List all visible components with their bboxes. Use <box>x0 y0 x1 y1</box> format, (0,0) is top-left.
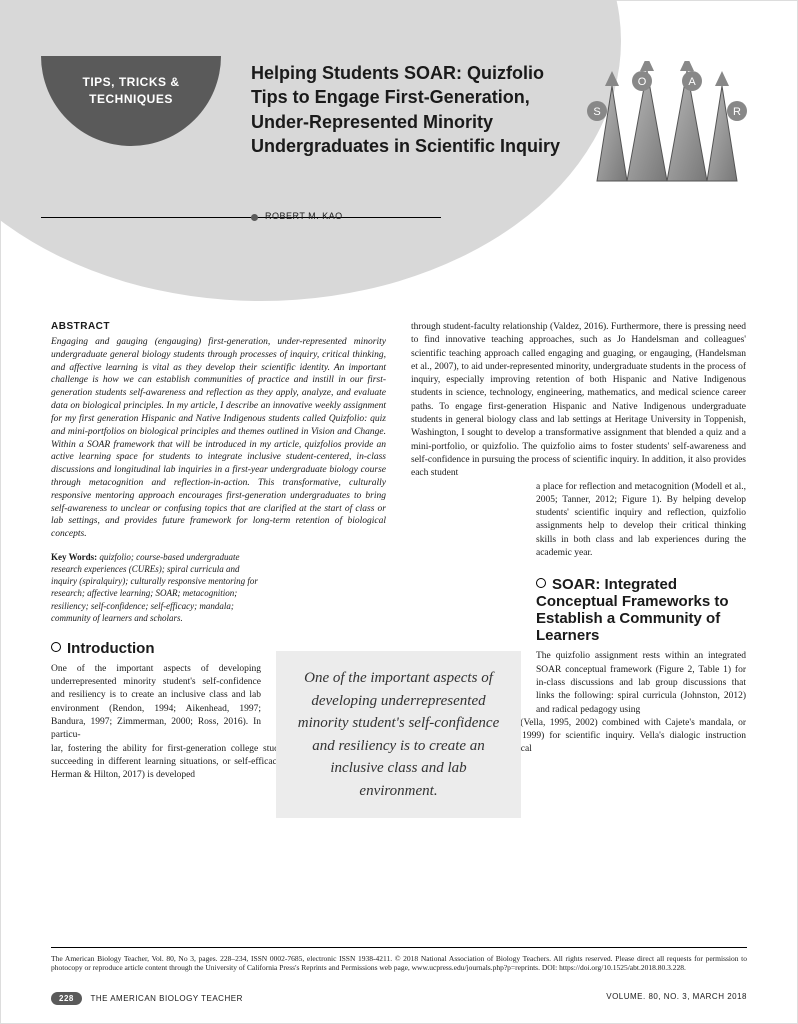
heading-circle-icon <box>536 578 546 588</box>
footer-bottom: 228 THE AMERICAN BIOLOGY TEACHER VOLUME.… <box>51 992 747 1005</box>
header-region: TIPS, TRICKS & TECHNIQUES Helping Studen… <box>1 1 797 281</box>
introduction-heading: Introduction <box>51 640 261 657</box>
right-p2-narrow: The quizfolio assignment rests within an… <box>536 650 746 716</box>
keywords-label: Key Words: <box>51 552 97 562</box>
soar-crown-graphic: S O A R <box>577 61 757 201</box>
soar-letter-o: O <box>638 76 647 88</box>
soar-heading: SOAR: Integrated Conceptual Frameworks t… <box>536 576 746 644</box>
introduction-p1-narrow: One of the important aspects of developi… <box>51 663 261 743</box>
author-rule <box>41 217 441 218</box>
soar-letter-a: A <box>688 76 696 88</box>
article-title-block: Helping Students SOAR: Quizfolio Tips to… <box>251 61 581 158</box>
body-region: ABSTRACT Engaging and gauging (engauging… <box>51 321 747 963</box>
author-name: ROBERT M. KAO <box>265 211 343 221</box>
author-bullet-icon <box>251 214 258 221</box>
soar-letter-s: S <box>593 106 600 118</box>
abstract-heading: ABSTRACT <box>51 321 386 332</box>
keywords-block: Key Words: quizfolio; course-based under… <box>51 551 261 624</box>
abstract-text: Engaging and gauging (engauging) first-g… <box>51 336 386 541</box>
keywords-text: quizfolio; course-based undergraduate re… <box>51 552 258 623</box>
soar-letter-r: R <box>733 106 741 118</box>
footer-citation: The American Biology Teacher, Vol. 80, N… <box>51 947 747 974</box>
right-p1: through student-faculty relationship (Va… <box>411 321 746 481</box>
article-title: Helping Students SOAR: Quizfolio Tips to… <box>251 61 581 158</box>
page-number-badge: 228 <box>51 992 82 1005</box>
heading-circle-icon <box>51 642 61 652</box>
right-p1-narrow: a place for reflection and metacognition… <box>536 481 746 561</box>
section-tab-label: TIPS, TRICKS & TECHNIQUES <box>41 56 221 108</box>
footer-issue: VOLUME. 80, NO. 3, MARCH 2018 <box>606 992 747 1001</box>
footer-journal: THE AMERICAN BIOLOGY TEACHER <box>90 994 242 1003</box>
pull-quote: One of the important aspects of developi… <box>276 651 521 818</box>
